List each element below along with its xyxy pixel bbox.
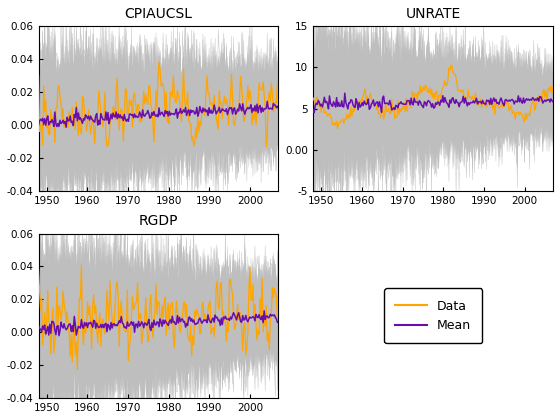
Title: CPIAUCSL: CPIAUCSL bbox=[124, 7, 193, 21]
Title: UNRATE: UNRATE bbox=[405, 7, 461, 21]
Legend: Data, Mean: Data, Mean bbox=[384, 289, 482, 343]
Title: RGDP: RGDP bbox=[139, 214, 178, 228]
